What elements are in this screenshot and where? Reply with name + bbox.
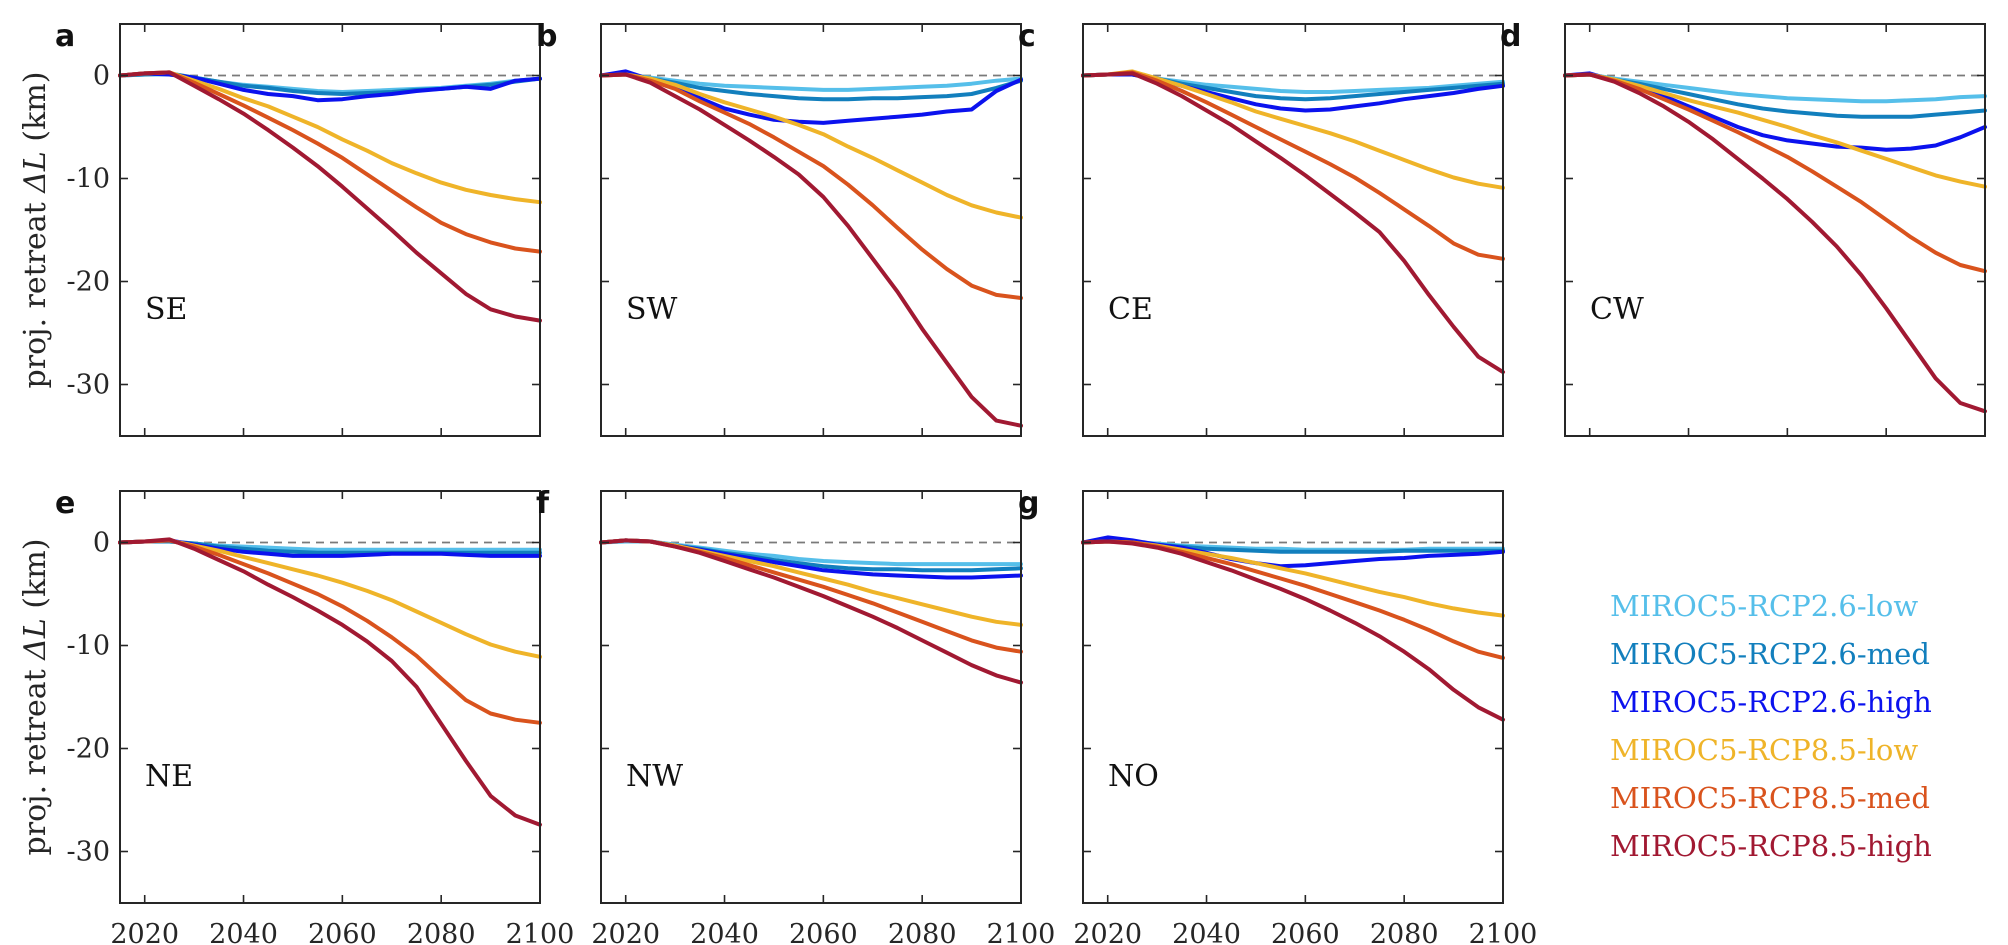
region-label: CE	[1108, 292, 1153, 327]
y-axis-label-text: proj. retreat	[18, 660, 53, 856]
y-tick-label: 0	[93, 528, 110, 559]
y-axis-label-symbol: ΔL	[18, 618, 53, 661]
x-tick-label: 2020	[110, 919, 179, 945]
series-line-rcp85-high	[1563, 72, 1987, 414]
x-tick-label: 2060	[308, 919, 377, 945]
series-line-rcp85-med	[1081, 70, 1505, 261]
series-line-rcp85-med	[599, 538, 1023, 654]
legend-entry-rcp85-med: MIROC5-RCP8.5-med	[1610, 781, 1930, 815]
legend-entry-rcp26-high: MIROC5-RCP2.6-high	[1610, 685, 1932, 719]
y-axis-label-symbol: ΔL	[18, 151, 53, 194]
y-tick-label: -20	[67, 734, 110, 765]
series-line-rcp26-high	[118, 71, 542, 103]
series-line-rcp85-med	[118, 70, 542, 254]
panel-letter: g	[1018, 486, 1039, 521]
panel-letter: f	[536, 486, 550, 521]
axes-box	[1082, 23, 1504, 437]
axes-box	[119, 490, 541, 904]
y-tick-label: -30	[67, 370, 110, 401]
series-line-rcp85-high	[118, 70, 542, 323]
panel-d: d CW	[1500, 19, 1987, 437]
x-tick-label: 2020	[591, 919, 660, 945]
axes-box	[119, 23, 541, 437]
region-label: NW	[626, 759, 683, 794]
y-axis-label-unit: (km)	[18, 539, 53, 619]
x-tick-label: 2060	[1271, 919, 1340, 945]
y-tick-label: -10	[67, 164, 110, 195]
y-tick-label: 0	[93, 61, 110, 92]
series-line-rcp85-high	[1081, 539, 1505, 722]
series-line-rcp85-high	[599, 72, 1023, 428]
region-label: CW	[1590, 292, 1644, 327]
y-axis-label: proj. retreat ΔL (km)	[18, 539, 53, 856]
panel-letter: c	[1018, 19, 1036, 54]
region-label: NE	[145, 759, 193, 794]
region-label: NO	[1108, 759, 1159, 794]
x-tick-label: 2080	[1370, 919, 1439, 945]
x-tick-label: 2100	[987, 919, 1056, 945]
x-tick-label: 2040	[690, 919, 759, 945]
x-tick-label: 2040	[209, 919, 278, 945]
panel-c: c CE	[1018, 19, 1505, 437]
legend-entry-rcp85-high: MIROC5-RCP8.5-high	[1610, 829, 1932, 863]
region-label: SW	[626, 292, 678, 327]
y-axis-label: proj. retreat ΔL (km)	[18, 72, 53, 389]
panel-g: 2020 2040 2060 2080 2100 g NO	[1018, 486, 1537, 945]
panel-a: 0 -10 -20 -30 proj. retreat ΔL (km)a SE	[18, 19, 542, 437]
series-line-rcp85-low	[599, 72, 1023, 220]
legend-entry-rcp85-low: MIROC5-RCP8.5-low	[1610, 733, 1918, 767]
axes-box	[600, 23, 1022, 437]
legend-entry-rcp26-low: MIROC5-RCP2.6-low	[1610, 589, 1918, 623]
panel-letter: e	[55, 486, 75, 521]
panel-letter: d	[1500, 19, 1521, 54]
x-tick-label: 2100	[506, 919, 575, 945]
y-axis-label-text: proj. retreat	[18, 193, 53, 389]
series-line-rcp85-med	[118, 538, 542, 725]
x-tick-label: 2100	[1469, 919, 1538, 945]
panel-b: b SW	[536, 19, 1023, 437]
y-tick-label: -10	[67, 631, 110, 662]
panel-letter: a	[55, 19, 75, 54]
y-axis-label-unit: (km)	[18, 72, 53, 152]
series-line-rcp85-high	[599, 538, 1023, 685]
series-line-rcp85-med	[1081, 539, 1505, 660]
legend-entry-rcp26-med: MIROC5-RCP2.6-med	[1610, 637, 1930, 671]
axes-box	[600, 490, 1022, 904]
x-tick-label: 2040	[1172, 919, 1241, 945]
series-line-rcp85-high	[1081, 71, 1505, 375]
axes-box	[1082, 490, 1504, 904]
legend: MIROC5-RCP2.6-low MIROC5-RCP2.6-med MIROC5…	[1610, 589, 1932, 863]
panel-e: 2020 2040 2060 2080 2100 0 -10 -20 -30 proj. retr…	[18, 486, 574, 945]
region-label: SE	[145, 292, 187, 327]
x-tick-label: 2080	[407, 919, 476, 945]
panel-f: 2020 2040 2060 2080 2100 f NW	[536, 486, 1055, 945]
series-line-rcp85-high	[118, 537, 542, 827]
panel-letter: b	[536, 19, 557, 54]
x-tick-label: 2080	[888, 919, 957, 945]
axes-box	[1564, 23, 1986, 437]
x-tick-label: 2060	[789, 919, 858, 945]
y-tick-label: -20	[67, 267, 110, 298]
series-line-rcp85-low	[1563, 72, 1987, 189]
x-tick-label: 2020	[1073, 919, 1142, 945]
series-line-rcp85-med	[599, 72, 1023, 300]
series-line-rcp85-med	[1563, 72, 1987, 274]
y-tick-label: -30	[67, 837, 110, 868]
